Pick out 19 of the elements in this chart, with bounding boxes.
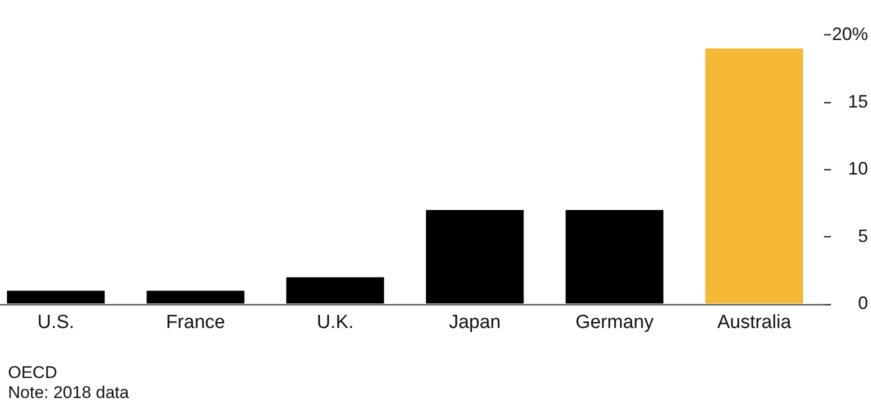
y-tick-label: 5 xyxy=(858,226,868,246)
y-tick-label: 15 xyxy=(848,91,868,112)
y-tick-label: 20% xyxy=(832,24,868,44)
y-tick-label: 10 xyxy=(848,158,868,179)
x-tick-label: France xyxy=(166,312,226,333)
y-tick-label: 0 xyxy=(858,293,868,314)
x-tick-label: U.K. xyxy=(316,312,354,333)
x-tick-label: Japan xyxy=(448,312,501,333)
bar xyxy=(705,48,804,304)
bar xyxy=(6,290,105,304)
bar xyxy=(146,290,244,304)
text: Note: 2018 data xyxy=(8,383,130,403)
bar xyxy=(286,277,384,304)
bar xyxy=(426,210,524,304)
text: OECD xyxy=(8,363,58,383)
bar xyxy=(566,210,664,304)
x-tick-label: U.S. xyxy=(37,312,74,333)
x-tick-label: Germany xyxy=(575,312,654,333)
x-tick-label: Australia xyxy=(717,312,792,333)
